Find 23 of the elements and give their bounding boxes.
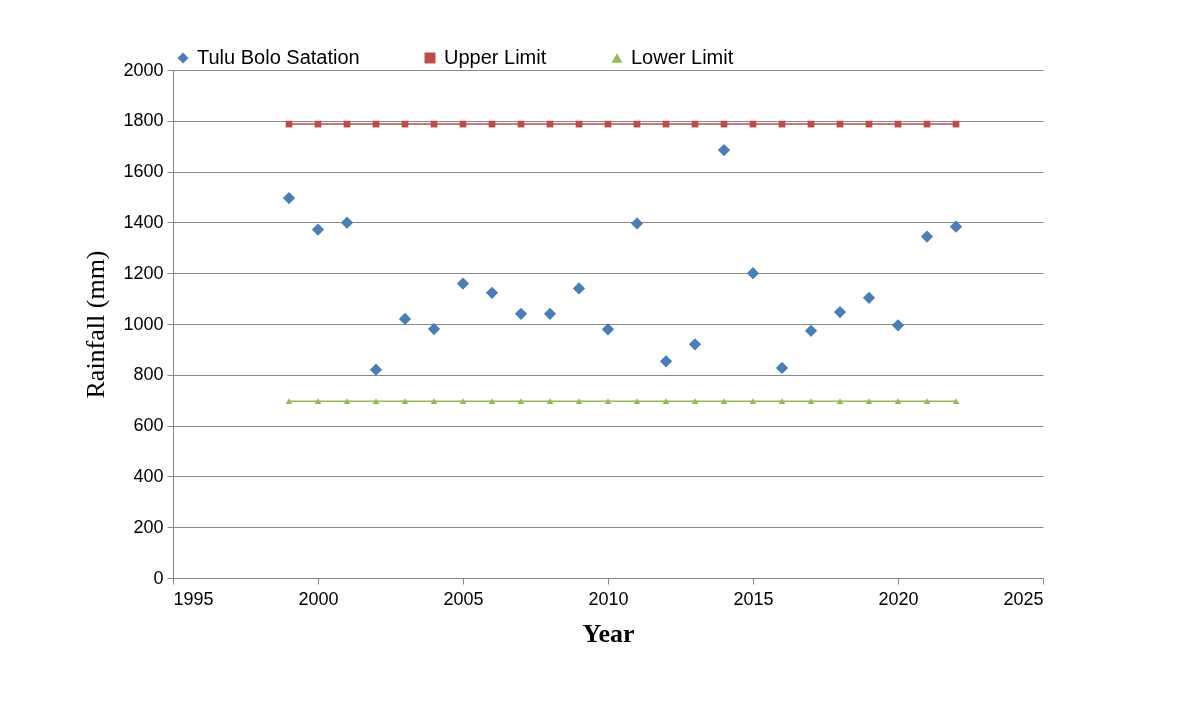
y-tick-label: 600 <box>133 415 164 436</box>
y-tick-label: 1000 <box>123 313 164 334</box>
y-tick-label: 1200 <box>123 262 164 283</box>
y-tick-label: 2000 <box>123 59 164 80</box>
y-axis-title: Rainfall (mm) <box>81 250 111 399</box>
legend-label: Upper Limit <box>444 46 547 68</box>
y-tick-label: 0 <box>153 567 164 588</box>
y-tick-label: 800 <box>133 364 164 385</box>
x-tick-label: 2010 <box>588 588 629 609</box>
legend-label: Lower Limit <box>631 46 734 68</box>
y-tick-label: 1800 <box>123 110 164 131</box>
x-tick-label: 2005 <box>443 588 484 609</box>
legend-label: Tulu Bolo Satation <box>197 46 360 68</box>
x-tick-label: 2020 <box>878 588 919 609</box>
x-tick-label: 2000 <box>298 588 339 609</box>
y-tick-label: 1600 <box>123 161 164 182</box>
y-tick-label: 200 <box>133 516 164 537</box>
x-tick-label: 1995 <box>173 588 214 609</box>
y-tick-label: 1400 <box>123 211 164 232</box>
y-tick-label: 400 <box>133 465 164 486</box>
x-axis-title: Year <box>582 618 635 648</box>
x-tick-label: 2015 <box>733 588 774 609</box>
x-tick-label: 2025 <box>1003 588 1044 609</box>
